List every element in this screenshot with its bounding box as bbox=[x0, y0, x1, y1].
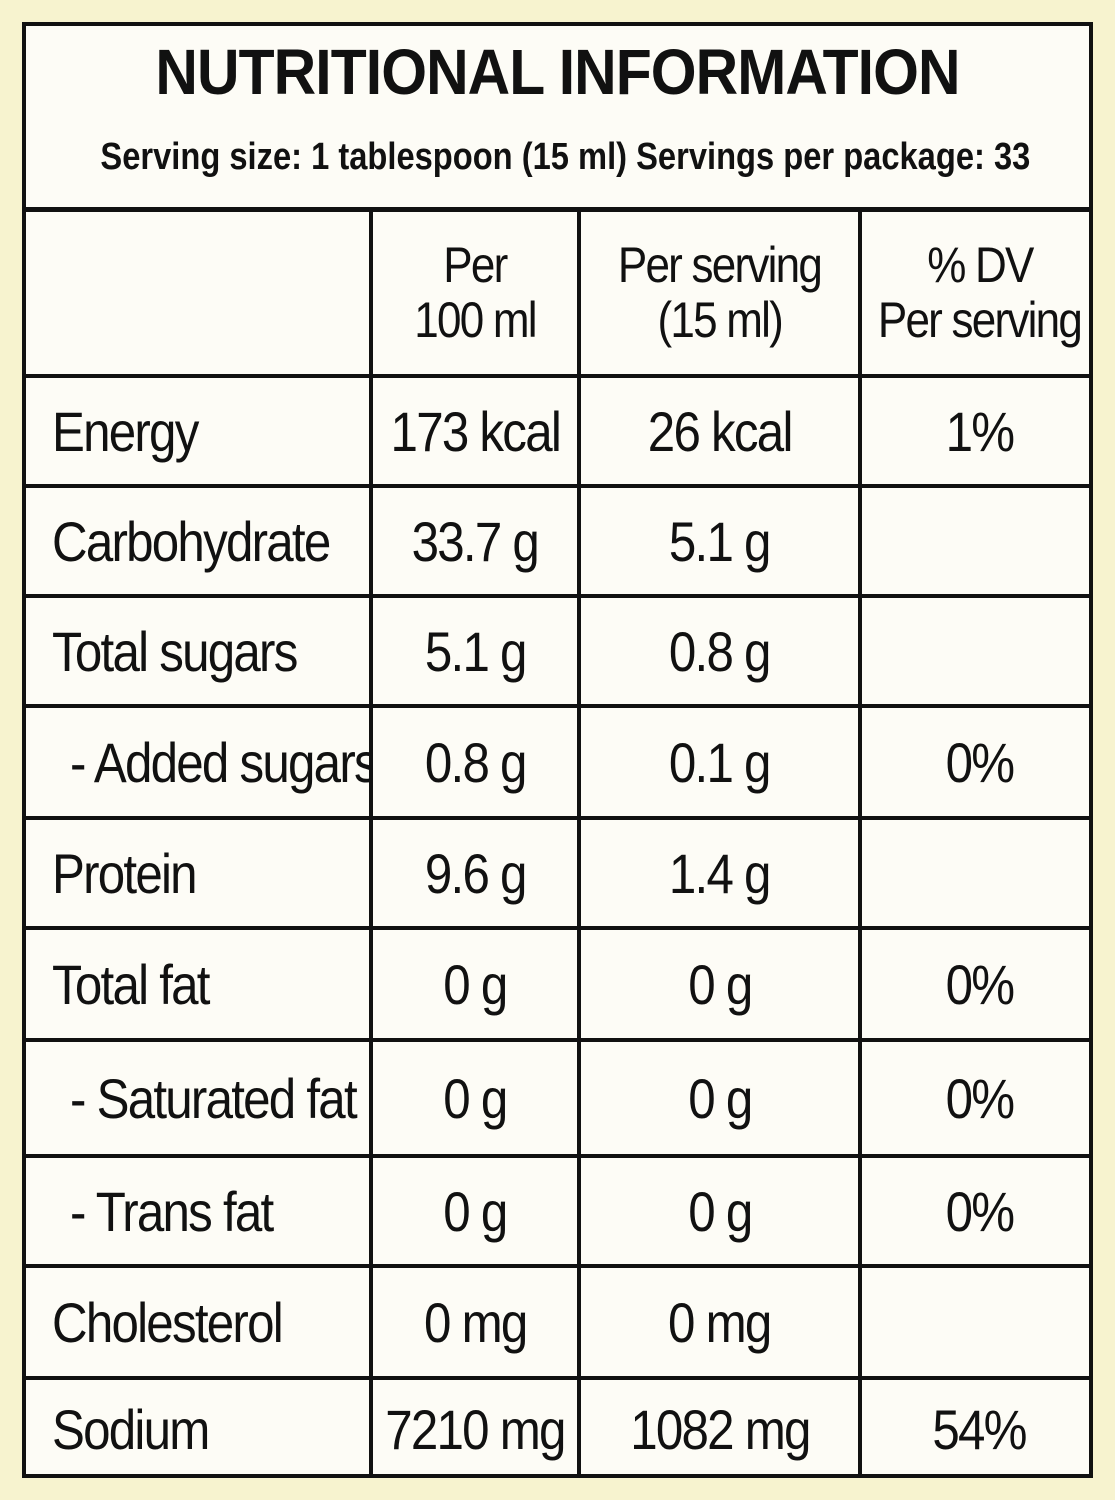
dv-value: 0% bbox=[945, 1179, 1015, 1243]
table-header-row: Per 100 ml Per serving (15 ml) % DV Per … bbox=[26, 212, 1089, 378]
per-serving-value: 0 g bbox=[687, 952, 753, 1016]
nutrient-name: Sodium bbox=[52, 1397, 210, 1461]
nutrient-name: Protein bbox=[52, 841, 198, 905]
per-100ml-value: 33.7 g bbox=[411, 509, 540, 573]
dv-value: 0% bbox=[945, 1066, 1015, 1130]
table-row: Energy 173 kcal 26 kcal 1% bbox=[26, 378, 1089, 488]
per-100ml-value: 7210 mg bbox=[385, 1397, 566, 1461]
per-serving-value: 0.1 g bbox=[669, 730, 772, 794]
header-dv-line2: Per serving bbox=[877, 292, 1083, 348]
per-serving-value: 0.8 g bbox=[669, 619, 772, 683]
per-serving-value: 0 g bbox=[687, 1179, 753, 1243]
header-per-100ml: Per 100 ml bbox=[369, 212, 577, 374]
header-dv-line1: % DV bbox=[926, 237, 1034, 293]
nutrition-label: NUTRITIONAL INFORMATION Serving size: 1 … bbox=[22, 22, 1093, 1478]
dv-value: 0% bbox=[945, 952, 1015, 1016]
per-100ml-value: 0 g bbox=[443, 1066, 508, 1130]
table-row: - Trans fat 0 g 0 g 0% bbox=[26, 1158, 1089, 1268]
serving-info: Serving size: 1 tablespoon (15 ml) Servi… bbox=[100, 136, 1031, 178]
nutrient-name: Total fat bbox=[52, 952, 210, 1016]
table-row: Carbohydrate 33.7 g 5.1 g bbox=[26, 488, 1089, 598]
table-row: Total sugars 5.1 g 0.8 g bbox=[26, 598, 1089, 708]
nutrient-name: Carbohydrate bbox=[52, 509, 331, 573]
per-100ml-value: 0 mg bbox=[423, 1290, 528, 1354]
table-row: Sodium 7210 mg 1082 mg 54% bbox=[26, 1380, 1089, 1478]
per-serving-value: 0 mg bbox=[668, 1290, 772, 1354]
per-serving-value: 26 kcal bbox=[647, 399, 794, 463]
nutrient-name: - Trans fat bbox=[70, 1179, 274, 1243]
nutrient-name: Total sugars bbox=[52, 619, 298, 683]
label-title: NUTRITIONAL INFORMATION bbox=[155, 36, 960, 108]
per-serving-value: 1082 mg bbox=[629, 1397, 811, 1461]
nutrient-name: - Added sugars bbox=[70, 730, 369, 794]
per-100ml-value: 0 g bbox=[443, 1179, 508, 1243]
header-dv: % DV Per serving bbox=[858, 212, 1097, 374]
per-100ml-value: 0 g bbox=[443, 952, 508, 1016]
header-per-100ml-line2: 100 ml bbox=[414, 292, 537, 348]
per-100ml-value: 5.1 g bbox=[424, 619, 528, 683]
table-row: - Saturated fat 0 g 0 g 0% bbox=[26, 1042, 1089, 1158]
header-empty-cell bbox=[26, 212, 369, 374]
nutrition-table: Per 100 ml Per serving (15 ml) % DV Per … bbox=[26, 212, 1089, 1478]
nutrient-name: - Saturated fat bbox=[70, 1066, 358, 1130]
nutrient-name: Cholesterol bbox=[52, 1290, 284, 1354]
dv-value: 0% bbox=[945, 730, 1015, 794]
per-serving-value: 5.1 g bbox=[669, 509, 772, 573]
nutrient-name: Energy bbox=[52, 399, 199, 463]
header-per-100ml-line1: Per bbox=[443, 237, 508, 293]
table-row: Cholesterol 0 mg 0 mg bbox=[26, 1268, 1089, 1380]
per-serving-value: 0 g bbox=[687, 1066, 753, 1130]
header-per-serving-line2: (15 ml) bbox=[657, 292, 783, 348]
header-per-serving-line1: Per serving bbox=[617, 237, 823, 293]
table-row: Protein 9.6 g 1.4 g bbox=[26, 820, 1089, 930]
dv-value: 1% bbox=[945, 399, 1015, 463]
label-header: NUTRITIONAL INFORMATION Serving size: 1 … bbox=[26, 26, 1089, 212]
header-per-serving: Per serving (15 ml) bbox=[577, 212, 858, 374]
table-row: - Added sugars 0.8 g 0.1 g 0% bbox=[26, 708, 1089, 820]
per-100ml-value: 173 kcal bbox=[390, 399, 561, 463]
dv-value: 54% bbox=[932, 1397, 1028, 1461]
table-row: Total fat 0 g 0 g 0% bbox=[26, 930, 1089, 1042]
per-serving-value: 1.4 g bbox=[669, 841, 772, 905]
per-100ml-value: 9.6 g bbox=[424, 841, 528, 905]
per-100ml-value: 0.8 g bbox=[424, 730, 528, 794]
